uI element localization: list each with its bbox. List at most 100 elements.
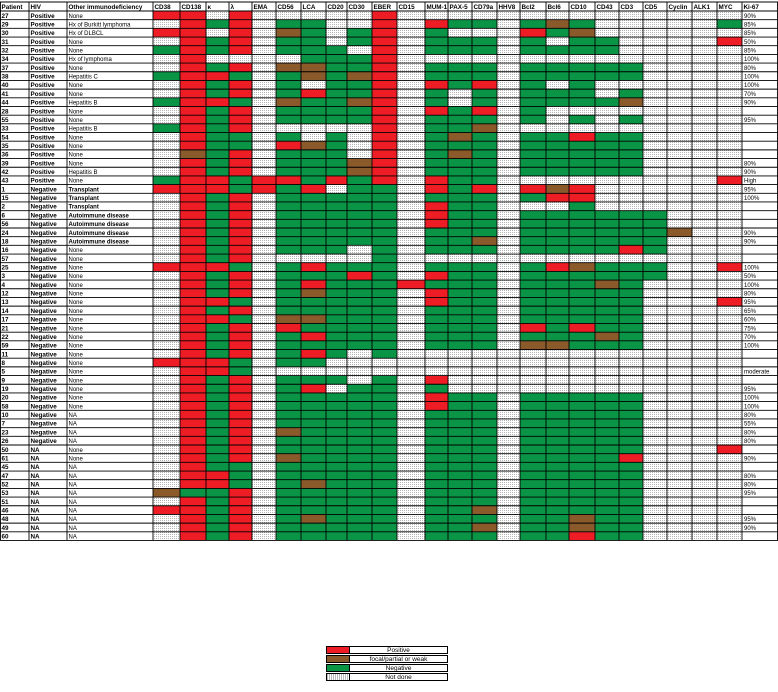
cell-cd20	[326, 418, 347, 428]
cell-myc	[717, 349, 742, 359]
cell-hhv8	[497, 332, 520, 341]
cell-cd43	[595, 384, 619, 393]
cell-cd138	[180, 37, 206, 46]
cell-cd20	[326, 392, 347, 402]
cell-alk1	[692, 427, 717, 437]
cell-cd20	[326, 375, 347, 385]
cell-cd43	[595, 210, 619, 220]
column-header-cd38: CD38	[155, 4, 172, 11]
cell-cd38	[153, 71, 180, 81]
hiv-status-cell: Negative	[31, 386, 58, 393]
cell-bcl6	[546, 115, 569, 124]
patient-id-cell: 3	[2, 273, 6, 280]
cell-myc	[717, 375, 742, 385]
cell-kappa	[206, 514, 229, 524]
cell-bcl2	[520, 306, 546, 315]
cell-alk1	[692, 392, 717, 402]
cell-lca	[301, 288, 326, 298]
cell-cd79a	[472, 288, 497, 298]
cell-cd138	[180, 63, 206, 72]
cell-cd38	[153, 132, 180, 142]
cell-cd3	[619, 505, 643, 515]
cell-pax-5	[448, 531, 472, 541]
cell-pax-5	[448, 514, 472, 524]
cell-bcl2	[520, 245, 546, 255]
cell-cd3	[619, 471, 643, 480]
cell-lca	[301, 271, 326, 281]
cell-myc	[717, 228, 742, 237]
cell-cd43	[595, 184, 619, 194]
patient-id-cell: 21	[2, 325, 10, 332]
cell-cd138	[180, 531, 206, 541]
cell-cd79a	[472, 28, 497, 38]
cell-cd38	[153, 340, 180, 350]
cell-eber	[372, 123, 397, 133]
cell-lambda	[229, 184, 252, 194]
cell-hhv8	[497, 28, 520, 38]
cell-bcl2	[520, 201, 546, 211]
cell-cd43	[595, 123, 619, 133]
cell-cd3	[619, 462, 643, 472]
cell-myc	[717, 89, 742, 98]
cell-myc	[717, 462, 742, 472]
cell-myc	[717, 193, 742, 202]
cell-cd43	[595, 11, 619, 20]
cell-mum-1	[425, 462, 448, 472]
column-header-ki-67: Ki-67	[744, 4, 760, 11]
cell-pax-5	[448, 89, 472, 98]
cell-bcl6	[546, 45, 569, 55]
cell-mum-1	[425, 505, 448, 515]
cell-kappa	[206, 271, 229, 281]
cell-cd20	[326, 453, 347, 463]
hiv-status-cell: Negative	[31, 412, 58, 419]
cell-cd138	[180, 514, 206, 524]
cell-lambda	[229, 497, 252, 506]
immunodeficiency-cell: None	[69, 283, 84, 289]
cell-cd138	[180, 201, 206, 211]
cell-cd43	[595, 97, 619, 107]
cell-hhv8	[497, 297, 520, 307]
cell-lambda	[229, 228, 252, 237]
cell-bcl2	[520, 427, 546, 437]
ki67-cell: 70%	[744, 335, 757, 341]
cell-cd38	[153, 358, 180, 367]
cell-cd79a	[472, 297, 497, 307]
cell-cd138	[180, 349, 206, 359]
cell-lca	[301, 80, 326, 90]
cell-cd38	[153, 514, 180, 524]
cell-lambda	[229, 340, 252, 350]
immunodeficiency-cell: None	[69, 179, 84, 185]
cell-cd56	[276, 262, 301, 272]
cell-cd43	[595, 375, 619, 385]
cell-lambda	[229, 149, 252, 159]
cell-hhv8	[497, 384, 520, 393]
cell-pax-5	[448, 271, 472, 281]
cell-cd138	[180, 384, 206, 393]
patient-id-cell: 57	[2, 256, 10, 263]
cell-hhv8	[497, 54, 520, 64]
cell-ema	[252, 340, 276, 350]
cell-cd30	[347, 401, 372, 411]
cell-cd38	[153, 201, 180, 211]
cell-cd20	[326, 384, 347, 393]
cell-cd5	[643, 314, 667, 324]
cell-bcl2	[520, 89, 546, 98]
cell-cd138	[180, 332, 206, 341]
cell-mum-1	[425, 228, 448, 237]
cell-bcl6	[546, 375, 569, 385]
cell-lca	[301, 445, 326, 454]
cell-cd79a	[472, 427, 497, 437]
cell-bcl2	[520, 219, 546, 228]
patient-id-cell: 8	[2, 360, 6, 367]
ki67-cell: 80%	[744, 483, 757, 489]
cell-cd30	[347, 28, 372, 38]
cell-pax-5	[448, 123, 472, 133]
cell-bcl6	[546, 236, 569, 246]
immunodeficiency-cell: Transplant	[69, 196, 99, 202]
cell-cd38	[153, 418, 180, 428]
cell-cd5	[643, 436, 667, 445]
cell-cd43	[595, 436, 619, 445]
cell-kappa	[206, 418, 229, 428]
cell-hhv8	[497, 323, 520, 333]
cell-kappa	[206, 523, 229, 532]
